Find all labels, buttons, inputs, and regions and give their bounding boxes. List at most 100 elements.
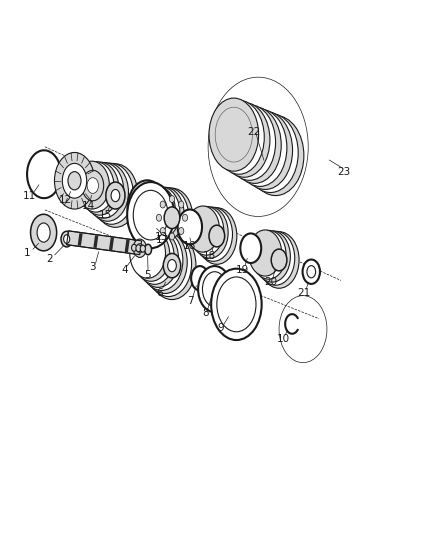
Ellipse shape: [133, 239, 146, 257]
Ellipse shape: [249, 230, 282, 276]
Text: 3: 3: [89, 262, 96, 272]
Ellipse shape: [106, 182, 125, 209]
Text: 7: 7: [187, 296, 194, 306]
Ellipse shape: [209, 225, 225, 247]
Ellipse shape: [163, 254, 181, 278]
Ellipse shape: [68, 172, 81, 190]
Ellipse shape: [191, 207, 228, 258]
Ellipse shape: [179, 201, 184, 208]
Ellipse shape: [148, 188, 188, 244]
Ellipse shape: [160, 201, 166, 208]
Ellipse shape: [87, 163, 128, 221]
Ellipse shape: [143, 187, 180, 238]
Text: 18: 18: [203, 252, 216, 262]
Ellipse shape: [256, 231, 295, 285]
Ellipse shape: [140, 245, 145, 252]
Ellipse shape: [156, 214, 162, 221]
Polygon shape: [117, 238, 122, 251]
Ellipse shape: [84, 163, 124, 218]
Polygon shape: [85, 234, 91, 247]
Ellipse shape: [132, 229, 170, 281]
Ellipse shape: [143, 231, 187, 294]
Text: 16: 16: [183, 240, 197, 251]
Text: 1: 1: [24, 248, 31, 259]
Ellipse shape: [251, 230, 286, 279]
Ellipse shape: [93, 164, 138, 228]
Polygon shape: [109, 237, 114, 250]
Ellipse shape: [81, 162, 119, 215]
Ellipse shape: [240, 233, 261, 263]
Ellipse shape: [186, 206, 219, 252]
Text: 13: 13: [155, 232, 168, 242]
Ellipse shape: [140, 230, 183, 290]
Ellipse shape: [254, 231, 290, 282]
Ellipse shape: [238, 111, 293, 189]
Text: 22: 22: [247, 127, 261, 138]
Ellipse shape: [211, 269, 261, 340]
Ellipse shape: [136, 245, 141, 252]
Text: 6: 6: [156, 288, 162, 297]
Ellipse shape: [303, 260, 320, 284]
Ellipse shape: [148, 232, 196, 300]
Ellipse shape: [271, 249, 287, 271]
Polygon shape: [93, 235, 98, 248]
Ellipse shape: [146, 187, 184, 241]
Text: 9: 9: [218, 324, 225, 333]
Ellipse shape: [160, 228, 166, 235]
Ellipse shape: [37, 223, 50, 242]
Text: 19: 19: [237, 264, 250, 274]
Text: 15: 15: [99, 210, 112, 220]
Polygon shape: [101, 236, 106, 249]
Ellipse shape: [223, 104, 276, 180]
Text: 21: 21: [297, 288, 311, 298]
Text: 20: 20: [265, 277, 278, 287]
Ellipse shape: [78, 161, 114, 212]
Ellipse shape: [168, 260, 177, 272]
Ellipse shape: [183, 214, 187, 221]
Ellipse shape: [145, 244, 152, 255]
Text: 5: 5: [144, 270, 151, 280]
Ellipse shape: [247, 116, 304, 196]
Polygon shape: [67, 231, 141, 255]
Text: 17: 17: [156, 236, 169, 245]
Ellipse shape: [243, 114, 298, 192]
Ellipse shape: [189, 206, 224, 255]
Ellipse shape: [214, 100, 264, 174]
Ellipse shape: [170, 196, 175, 203]
Text: 2: 2: [46, 254, 53, 264]
Ellipse shape: [61, 231, 72, 247]
Text: 8: 8: [203, 308, 209, 318]
Ellipse shape: [74, 161, 110, 209]
Text: 14: 14: [82, 201, 95, 212]
Polygon shape: [78, 233, 83, 246]
Ellipse shape: [87, 177, 99, 193]
Ellipse shape: [31, 214, 57, 251]
Ellipse shape: [145, 231, 191, 296]
Ellipse shape: [54, 152, 95, 209]
Ellipse shape: [82, 171, 104, 201]
Ellipse shape: [111, 189, 120, 201]
Ellipse shape: [198, 266, 231, 312]
Ellipse shape: [127, 180, 167, 235]
Ellipse shape: [179, 228, 184, 235]
Ellipse shape: [233, 109, 287, 187]
Text: 23: 23: [338, 167, 351, 176]
Text: 10: 10: [277, 334, 290, 344]
Text: 11: 11: [23, 191, 36, 200]
Ellipse shape: [197, 208, 237, 264]
Ellipse shape: [90, 163, 133, 224]
Ellipse shape: [64, 235, 70, 244]
Ellipse shape: [219, 102, 270, 177]
Ellipse shape: [191, 266, 208, 290]
Polygon shape: [125, 239, 130, 252]
Ellipse shape: [194, 207, 233, 261]
Text: 4: 4: [121, 265, 128, 275]
Ellipse shape: [170, 233, 175, 240]
Ellipse shape: [135, 230, 174, 284]
Ellipse shape: [130, 229, 166, 278]
Ellipse shape: [138, 186, 171, 232]
Ellipse shape: [228, 107, 281, 183]
Ellipse shape: [141, 187, 176, 235]
Ellipse shape: [138, 230, 179, 287]
Text: 12: 12: [59, 195, 72, 205]
